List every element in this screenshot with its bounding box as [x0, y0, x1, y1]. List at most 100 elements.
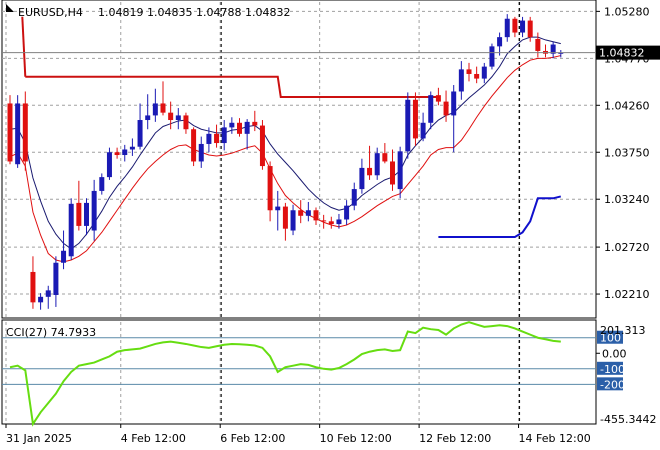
candle[interactable]: [214, 124, 220, 148]
candle[interactable]: [504, 14, 510, 42]
candle-body: [474, 73, 480, 79]
candle[interactable]: [535, 32, 541, 58]
lower-stop-line: [438, 195, 562, 238]
candle-body: [214, 133, 220, 144]
candle[interactable]: [244, 119, 250, 150]
candle-body: [443, 101, 449, 116]
candle-body: [374, 153, 380, 176]
candle[interactable]: [466, 62, 472, 82]
candle-body: [512, 18, 518, 33]
candle[interactable]: [397, 146, 403, 199]
candle-body: [451, 91, 457, 116]
candle[interactable]: [237, 118, 242, 137]
price-tick-label: 1.02720: [604, 241, 650, 254]
candle[interactable]: [313, 207, 319, 225]
candle[interactable]: [527, 16, 533, 42]
chart-shift-icon[interactable]: [6, 4, 14, 12]
candle[interactable]: [282, 202, 288, 241]
candle-body: [390, 161, 395, 185]
candle[interactable]: [221, 120, 227, 151]
candle[interactable]: [390, 149, 395, 191]
candle[interactable]: [558, 50, 564, 58]
candle[interactable]: [91, 179, 97, 241]
candle[interactable]: [344, 200, 350, 225]
candle[interactable]: [512, 16, 518, 38]
price-pane: [1, 0, 597, 319]
candle[interactable]: [474, 66, 480, 84]
candle[interactable]: [84, 198, 89, 236]
candle[interactable]: [206, 127, 212, 153]
candle[interactable]: [198, 136, 204, 168]
candle[interactable]: [137, 103, 143, 150]
candle[interactable]: [336, 213, 342, 229]
candle[interactable]: [374, 147, 380, 180]
candles[interactable]: [7, 14, 564, 310]
candle[interactable]: [321, 214, 327, 229]
candle[interactable]: [451, 85, 457, 153]
candle[interactable]: [550, 41, 556, 59]
candle[interactable]: [229, 117, 235, 134]
candle[interactable]: [305, 201, 311, 222]
cci-series: [9, 321, 561, 427]
candle[interactable]: [267, 161, 273, 222]
candle[interactable]: [175, 108, 181, 130]
candle-body: [198, 143, 204, 162]
time-tick-label: 4 Feb 12:00: [121, 432, 186, 445]
candle[interactable]: [252, 110, 258, 132]
price-tick-label: 1.04260: [604, 99, 650, 112]
candle[interactable]: [275, 190, 281, 231]
candle[interactable]: [351, 182, 357, 211]
candle[interactable]: [489, 43, 495, 70]
candle[interactable]: [15, 95, 21, 168]
candle[interactable]: [145, 94, 151, 130]
candle[interactable]: [152, 88, 158, 122]
candle-body: [282, 206, 288, 229]
candle[interactable]: [412, 92, 418, 146]
candle[interactable]: [420, 112, 426, 142]
candle-body: [497, 37, 503, 47]
candle[interactable]: [160, 81, 166, 116]
candle[interactable]: [183, 112, 189, 134]
candle[interactable]: [328, 216, 334, 229]
candle[interactable]: [38, 293, 44, 310]
candle[interactable]: [367, 145, 373, 180]
candle[interactable]: [359, 158, 365, 194]
candle[interactable]: [68, 198, 74, 260]
candle[interactable]: [382, 143, 388, 164]
candle[interactable]: [191, 127, 197, 167]
candle[interactable]: [259, 120, 265, 170]
candle[interactable]: [7, 95, 13, 165]
candle[interactable]: [168, 101, 174, 130]
cci-level-label: -200: [600, 378, 625, 391]
candle[interactable]: [428, 91, 434, 130]
candle[interactable]: [443, 90, 449, 122]
candle-body: [313, 210, 319, 221]
candle[interactable]: [45, 285, 51, 309]
candle[interactable]: [543, 44, 548, 58]
candle[interactable]: [61, 230, 67, 270]
candle[interactable]: [405, 92, 411, 159]
candle[interactable]: [22, 91, 28, 171]
candle[interactable]: [76, 180, 82, 231]
candle[interactable]: [30, 256, 36, 309]
candle[interactable]: [99, 173, 105, 195]
candle[interactable]: [122, 144, 128, 162]
candle[interactable]: [106, 147, 112, 180]
candle[interactable]: [497, 32, 503, 56]
candle-body: [99, 177, 105, 191]
candle[interactable]: [481, 62, 487, 84]
cci-line: [9, 321, 561, 427]
candle[interactable]: [129, 138, 135, 156]
candle-body: [145, 115, 151, 121]
candle[interactable]: [458, 61, 464, 100]
candle[interactable]: [53, 256, 59, 307]
candle[interactable]: [290, 204, 296, 236]
candle[interactable]: [520, 16, 526, 38]
cci-tick-label: -455.3442: [600, 413, 656, 426]
candle[interactable]: [435, 87, 441, 106]
time-tick-label: 14 Feb 12:00: [519, 432, 591, 445]
candle[interactable]: [114, 147, 120, 159]
cci-level-box: [597, 377, 623, 391]
candle[interactable]: [298, 200, 304, 224]
